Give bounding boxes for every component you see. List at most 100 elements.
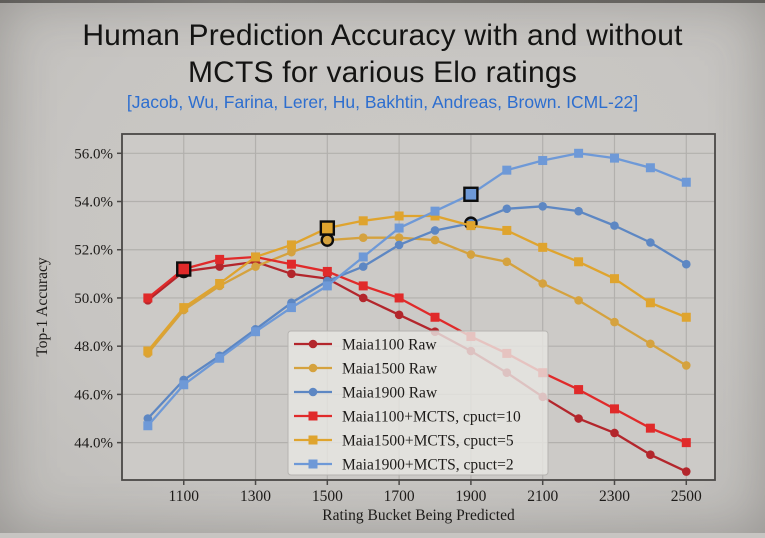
marker bbox=[538, 202, 547, 211]
legend-item: Maia1100 Raw bbox=[294, 337, 437, 354]
marker bbox=[681, 312, 691, 322]
marker bbox=[215, 254, 225, 264]
slide-title: Human Prediction Accuracy with and witho… bbox=[0, 17, 765, 91]
y-tick-label: 54.0% bbox=[74, 195, 113, 211]
marker bbox=[286, 240, 296, 250]
legend-label: Maia1500+MCTS, cpuct=5 bbox=[342, 433, 514, 450]
marker bbox=[251, 262, 260, 271]
marker bbox=[308, 387, 318, 397]
legend: Maia1100 Raw Maia1500 Raw Maia1900 Raw Maia… bbox=[287, 330, 549, 476]
marker bbox=[538, 156, 548, 166]
marker bbox=[609, 404, 619, 414]
legend-label: Maia1900+MCTS, cpuct=2 bbox=[342, 457, 514, 474]
x-axis-label: Rating Bucket Being Predicted bbox=[322, 507, 515, 524]
title-line-2: MCTS for various Elo ratings bbox=[187, 56, 578, 89]
marker bbox=[574, 257, 584, 267]
marker bbox=[466, 250, 476, 259]
marker bbox=[430, 211, 440, 221]
y-axis-label: Top-1 Accuracy bbox=[34, 257, 51, 356]
marker bbox=[215, 262, 224, 271]
marker bbox=[358, 293, 368, 303]
marker bbox=[215, 353, 225, 363]
marker bbox=[308, 411, 318, 421]
marker bbox=[681, 438, 691, 448]
title-line-1: Human Prediction Accuracy with and witho… bbox=[82, 19, 683, 52]
y-tick-label: 50.0% bbox=[74, 291, 113, 307]
series-line bbox=[147, 255, 687, 444]
marker bbox=[466, 221, 476, 231]
marker bbox=[286, 303, 296, 313]
x-tick-label: 1900 bbox=[455, 488, 486, 505]
marker bbox=[308, 363, 318, 373]
photo-edge-artifact bbox=[0, 0, 765, 3]
marker bbox=[143, 414, 153, 423]
citation-text: [Jacob, Wu, Farina, Lerer, Hu, Bakhtin, … bbox=[126, 92, 639, 112]
x-tick-label: 2500 bbox=[671, 488, 702, 505]
series-maia1900-mcts-cpuct-2 bbox=[143, 148, 691, 431]
marker bbox=[681, 177, 691, 187]
marker bbox=[394, 233, 404, 242]
legend-item: Maia1100+MCTS, cpuct=10 bbox=[294, 409, 521, 426]
marker bbox=[502, 225, 512, 235]
marker bbox=[143, 346, 153, 356]
marker bbox=[430, 312, 440, 322]
marker bbox=[681, 467, 691, 476]
highlighted-marker bbox=[176, 261, 192, 277]
marker bbox=[286, 259, 296, 269]
highlighted-marker bbox=[463, 186, 479, 202]
marker bbox=[646, 450, 655, 459]
legend-label: Maia1900 Raw bbox=[342, 385, 438, 402]
marker bbox=[358, 233, 368, 242]
marker bbox=[681, 361, 691, 370]
marker bbox=[215, 278, 225, 288]
y-tick-label: 56.0% bbox=[74, 146, 113, 162]
legend-label: Maia1100+MCTS, cpuct=10 bbox=[342, 409, 521, 426]
marker bbox=[394, 240, 404, 250]
marker bbox=[538, 279, 547, 288]
y-tick-label: 52.0% bbox=[74, 243, 113, 259]
marker bbox=[430, 226, 440, 235]
marker bbox=[322, 266, 332, 276]
marker bbox=[538, 242, 548, 252]
series-line bbox=[146, 214, 687, 352]
series-line bbox=[146, 152, 687, 427]
marker bbox=[610, 317, 619, 327]
marker bbox=[430, 235, 440, 245]
y-tick-label: 48.0% bbox=[74, 339, 113, 355]
marker bbox=[610, 221, 619, 230]
marker bbox=[179, 303, 189, 313]
marker bbox=[251, 252, 261, 262]
series-line bbox=[147, 260, 687, 473]
marker bbox=[358, 281, 368, 291]
legend-label: Maia1500 Raw bbox=[342, 361, 438, 378]
marker bbox=[143, 421, 153, 431]
marker bbox=[358, 252, 368, 262]
marker bbox=[574, 148, 584, 158]
series-maia1500-mcts-cpuct-5 bbox=[143, 211, 691, 356]
axes: 44.0% 46.0% 48.0% 50.0% 52.0% 54.0% 56.0% 1100 1… bbox=[34, 133, 716, 524]
y-tick-label: 44.0% bbox=[74, 436, 113, 452]
x-tick-label: 2100 bbox=[527, 488, 558, 505]
marker bbox=[308, 435, 318, 445]
marker bbox=[681, 259, 691, 269]
marker bbox=[308, 459, 318, 469]
marker bbox=[179, 380, 189, 390]
legend-box bbox=[287, 330, 549, 476]
marker bbox=[502, 165, 512, 175]
legend-item: Maia1500 Raw bbox=[294, 361, 438, 378]
marker bbox=[287, 269, 296, 279]
highlighted-marker bbox=[320, 233, 335, 247]
x-tick-label: 1300 bbox=[240, 488, 271, 505]
marker bbox=[143, 293, 153, 303]
y-tick-label: 46.0% bbox=[74, 387, 113, 403]
marker bbox=[646, 339, 655, 349]
marker bbox=[574, 206, 583, 216]
x-tick-label: 1100 bbox=[169, 488, 200, 505]
marker bbox=[322, 281, 332, 291]
marker bbox=[645, 423, 655, 433]
legend-label: Maia1100 Raw bbox=[342, 337, 437, 354]
marker bbox=[645, 163, 655, 173]
marker bbox=[394, 293, 404, 303]
